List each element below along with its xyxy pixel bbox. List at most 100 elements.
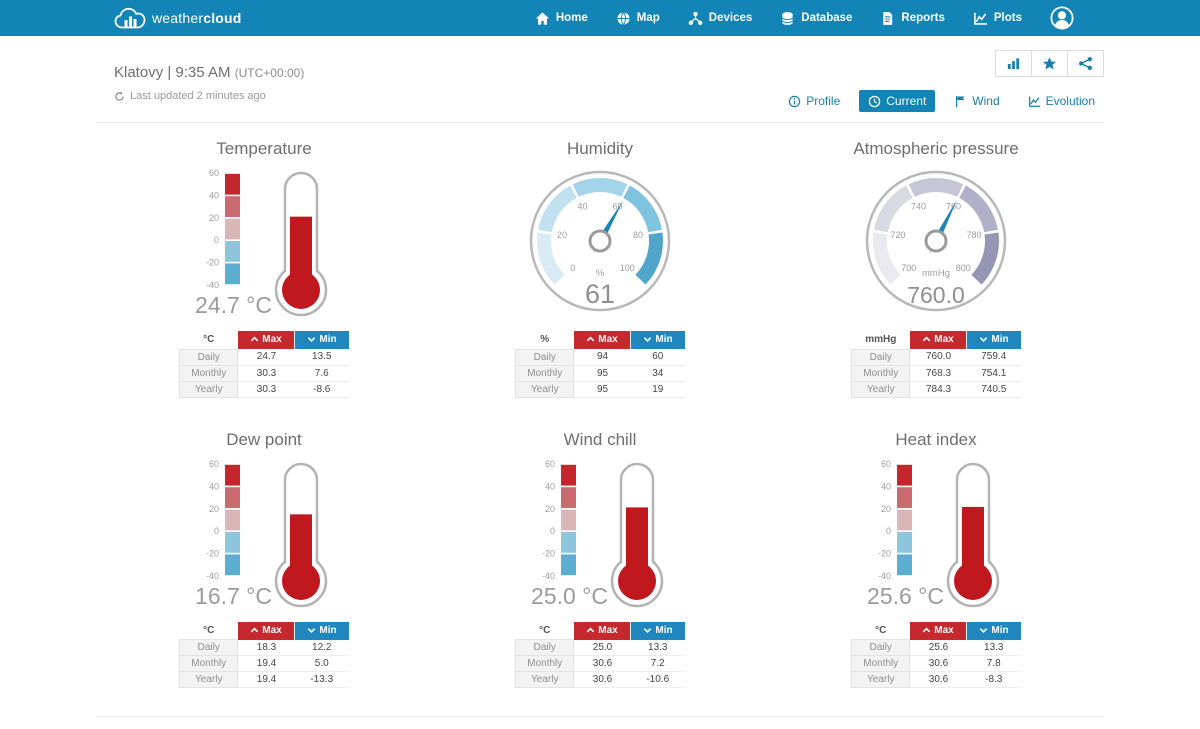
- home-icon: [535, 11, 550, 26]
- svg-text:-20: -20: [542, 548, 555, 558]
- chevron-up-icon: [922, 626, 931, 637]
- max-value: 760.0: [909, 349, 967, 366]
- svg-text:-20: -20: [206, 548, 219, 558]
- chevron-up-icon: [586, 335, 595, 346]
- user-avatar[interactable]: [1050, 6, 1074, 30]
- navbar: weathercloud Home Map Devices Database Repor…: [0, 0, 1200, 36]
- svg-text:40: 40: [209, 190, 219, 200]
- share-button[interactable]: [1067, 50, 1104, 77]
- svg-text:0: 0: [214, 235, 219, 245]
- nav-item-label: Home: [555, 12, 588, 24]
- nav-item-devices[interactable]: Devices: [688, 11, 752, 26]
- min-value: 60: [630, 349, 685, 366]
- min-value: -8.3: [966, 671, 1021, 688]
- max-value: 95: [573, 365, 631, 382]
- max-value: 19.4: [237, 655, 295, 672]
- min-value: 13.3: [966, 639, 1021, 656]
- info-icon: [788, 95, 801, 108]
- min-value: 759.4: [966, 349, 1021, 366]
- period-label: Yearly: [515, 671, 575, 688]
- star-icon: [1042, 56, 1057, 71]
- stats-min-header: Min: [294, 331, 349, 349]
- chevron-up-icon: [250, 335, 259, 346]
- share-icon: [1078, 56, 1093, 71]
- widget-grid: Temperature 60 40 20 0 -20 -40 24.7 °C °C Max …: [96, 139, 1104, 688]
- nav-item-reports[interactable]: Reports: [880, 11, 945, 26]
- nav-item-plots[interactable]: Plots: [973, 11, 1022, 26]
- favorite-button[interactable]: [1031, 50, 1068, 77]
- stats-row-monthly: Monthly 19.4 5.0: [179, 655, 349, 672]
- svg-text:-40: -40: [542, 571, 555, 581]
- nav-item-label: Plots: [993, 12, 1022, 24]
- stats-row-monthly: Monthly 768.3 754.1: [851, 364, 1021, 382]
- tab-label: Evolution: [1045, 94, 1095, 108]
- chevron-down-icon: [979, 335, 988, 346]
- svg-text:40: 40: [881, 481, 891, 491]
- stats-unit-label: mmHg: [865, 334, 897, 346]
- tab-current[interactable]: Current: [859, 90, 936, 112]
- max-value: 30.6: [573, 655, 631, 672]
- max-value: 24.7: [237, 349, 295, 366]
- stats-unit-label: °C: [875, 624, 887, 636]
- svg-text:60: 60: [612, 202, 622, 212]
- last-updated-text: Last updated 2 minutes ago: [130, 90, 266, 102]
- stats-min-header: Min: [966, 621, 1021, 640]
- widget-wind-chill: Wind chill 60 40 20 0 -20 -40 25.0 °C °C Max M…: [432, 430, 768, 688]
- svg-text:40: 40: [578, 202, 588, 212]
- stats-row-daily: Daily 25.6 13.3: [851, 639, 1021, 656]
- svg-text:20: 20: [545, 503, 555, 513]
- chevron-down-icon: [307, 335, 316, 346]
- stats-row-yearly: Yearly 30.6 -10.6: [515, 671, 685, 688]
- period-label: Yearly: [851, 671, 911, 688]
- widget-current-value: 25.6 °C: [867, 583, 944, 609]
- tab-label: Profile: [806, 94, 841, 108]
- chevron-down-icon: [643, 335, 652, 346]
- devices-icon: [688, 11, 703, 26]
- period-label: Monthly: [179, 655, 239, 672]
- stats-row-daily: Daily 25.0 13.3: [515, 639, 685, 656]
- max-value: 94: [573, 349, 631, 366]
- tab-evolution[interactable]: Evolution: [1019, 90, 1104, 112]
- stats-row-yearly: Yearly 784.3 740.5: [851, 380, 1021, 398]
- svg-text:40: 40: [209, 481, 219, 491]
- widget-current-value: 760.0: [907, 282, 965, 308]
- period-label: Monthly: [515, 364, 575, 382]
- svg-text:40: 40: [545, 481, 555, 491]
- svg-text:0: 0: [570, 263, 575, 273]
- stats-max-header: Max: [573, 331, 631, 349]
- globe-icon: [616, 11, 631, 26]
- svg-text:-20: -20: [206, 258, 219, 268]
- chevron-down-icon: [643, 626, 652, 637]
- svg-text:720: 720: [890, 230, 905, 240]
- bar-chart-icon: [1006, 56, 1021, 71]
- stats-button[interactable]: [995, 50, 1032, 77]
- svg-text:-20: -20: [878, 548, 891, 558]
- period-label: Daily: [515, 348, 575, 366]
- nav-item-home[interactable]: Home: [535, 11, 588, 26]
- widget-current-value: 61: [585, 279, 615, 309]
- stats-row-yearly: Yearly 30.3 -8.6: [179, 380, 349, 398]
- plots-icon: [973, 11, 988, 26]
- min-value: 754.1: [966, 365, 1021, 382]
- stats-row-monthly: Monthly 30.6 7.8: [851, 655, 1021, 672]
- widget-atmospheric-pressure: Atmospheric pressure 700720740760780800m…: [768, 139, 1104, 398]
- refresh-icon[interactable]: [114, 91, 125, 102]
- nav-item-database[interactable]: Database: [780, 11, 852, 26]
- nav-item-map[interactable]: Map: [616, 11, 660, 26]
- widget-stats-table: °C Max Min Daily 25.6 13.3 Monthly 30.6 7…: [851, 621, 1021, 688]
- tab-profile[interactable]: Profile: [779, 90, 849, 112]
- max-value: 30.6: [909, 655, 967, 672]
- weathercloud-logo[interactable]: weathercloud: [114, 7, 242, 30]
- tab-wind[interactable]: Wind: [945, 90, 1008, 112]
- min-value: 7.2: [630, 655, 685, 672]
- tab-label: Wind: [972, 94, 1000, 108]
- clock-icon: [868, 95, 881, 108]
- min-value: 5.0: [294, 655, 349, 672]
- widget-current-value: 16.7 °C: [195, 583, 272, 609]
- stats-max-header: Max: [909, 331, 967, 349]
- period-label: Daily: [179, 348, 239, 366]
- widget-title: Heat index: [895, 429, 977, 449]
- brand-text: weathercloud: [152, 10, 242, 26]
- widget-title: Atmospheric pressure: [853, 139, 1019, 158]
- stats-row-monthly: Monthly 95 34: [515, 364, 685, 382]
